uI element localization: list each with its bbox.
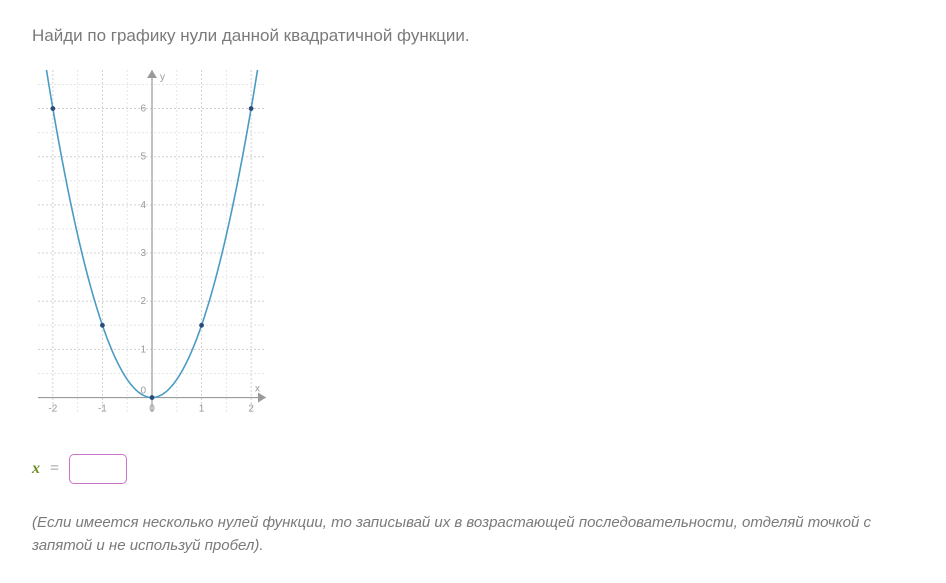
chart-svg: -2 -1 0 1 2 0 1 2 3 4 5 6 x y: [32, 64, 272, 434]
svg-text:1: 1: [199, 404, 205, 415]
svg-text:2: 2: [140, 296, 146, 307]
svg-text:4: 4: [140, 200, 146, 211]
svg-text:1: 1: [140, 344, 146, 355]
svg-text:5: 5: [140, 152, 146, 163]
svg-text:0: 0: [140, 386, 146, 397]
answer-input[interactable]: [69, 454, 127, 484]
answer-row: x =: [32, 454, 914, 484]
svg-text:x: x: [255, 384, 260, 395]
svg-text:0: 0: [149, 404, 155, 415]
svg-text:2: 2: [248, 404, 254, 415]
svg-text:-2: -2: [48, 404, 57, 415]
question-text: Найди по графику нули данной квадратично…: [32, 26, 914, 46]
svg-text:6: 6: [140, 104, 146, 115]
svg-text:3: 3: [140, 248, 146, 259]
answer-variable-label: x: [32, 460, 40, 478]
function-chart: -2 -1 0 1 2 0 1 2 3 4 5 6 x y: [32, 64, 272, 434]
svg-text:y: y: [160, 72, 165, 83]
hint-text: (Если имеется несколько нулей функции, т…: [32, 512, 914, 557]
svg-text:-1: -1: [98, 404, 107, 415]
answer-equals-symbol: =: [50, 460, 59, 478]
